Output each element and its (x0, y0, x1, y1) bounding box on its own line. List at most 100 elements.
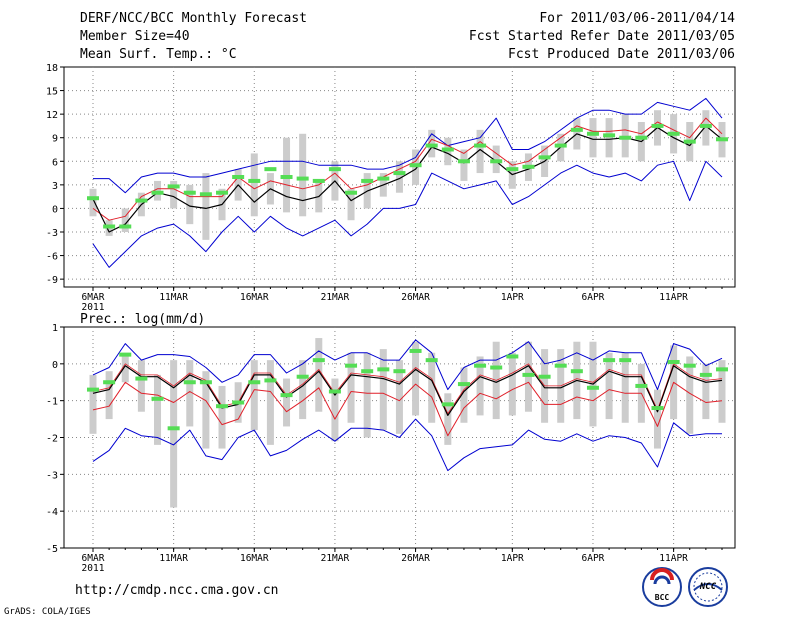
temp-ytick-label: 3 (52, 181, 58, 192)
prec-spread-box (347, 352, 355, 423)
prec-spread-box (121, 352, 129, 383)
temperature-panel: -9 -6 -3 0 3 6 9 12 15 18 6MAR 11MAR 16MAR 21MAR 26MAR… (46, 63, 736, 313)
temp-marker (409, 163, 422, 168)
prec-marker (619, 358, 632, 363)
prec-marker (167, 426, 180, 431)
prec-spread-box (170, 360, 178, 508)
prec-spread-box (186, 360, 194, 427)
temp-spread-box (250, 153, 258, 217)
prec-marker (119, 352, 132, 357)
prec-spread-box (266, 360, 274, 445)
prec-spread-box (154, 374, 162, 445)
prec-marker (296, 374, 309, 379)
temp-ytick-label: 15 (46, 87, 58, 98)
prec-marker (441, 402, 454, 407)
prec-marker (603, 358, 616, 363)
temp-marker (522, 164, 535, 169)
temp-marker (248, 178, 261, 183)
temp-marker (280, 175, 293, 179)
temp-ytick-label: 6 (52, 157, 58, 168)
prec-spread-box (621, 352, 629, 423)
temp-xtick-label: 6APR (582, 292, 605, 303)
prec-marker (651, 406, 664, 411)
prec-marker (183, 380, 196, 385)
temp-marker (361, 178, 374, 183)
temp-ytick-label: 18 (46, 63, 58, 74)
temp-marker (699, 123, 712, 128)
prec-marker (377, 367, 390, 372)
prec-ytick-label: -4 (46, 507, 58, 518)
prec-spread-box (476, 356, 484, 416)
temp-spread-box (186, 184, 194, 225)
temp-marker (425, 143, 438, 148)
prec-marker (216, 404, 229, 409)
prec-marker (635, 383, 648, 388)
prec-marker (312, 358, 325, 363)
temp-marker (103, 224, 116, 229)
prec-marker (248, 380, 261, 385)
prec-spread-box (412, 341, 420, 416)
member-size: Member Size=40 (80, 29, 190, 44)
prec-marker (457, 382, 470, 387)
prec-ytick-label: -2 (46, 434, 58, 445)
temp-spread-box (89, 188, 97, 217)
temp-series-envelope-low (92, 160, 723, 268)
prec-ytick-label: 0 (52, 360, 58, 371)
temp-series-red-line (92, 117, 723, 221)
temp-series-ensemble-mean (92, 125, 723, 233)
variable-label: Mean Surf. Temp.: °C (80, 47, 237, 62)
forecast-period: For 2011/03/06-2011/04/14 (539, 11, 735, 26)
temp-marker (474, 143, 487, 148)
temp-spread-box (121, 208, 129, 232)
prec-spread-box (686, 356, 694, 434)
figure-title: DERF/NCC/BCC Monthly Forecast (80, 11, 307, 26)
temp-marker (87, 196, 99, 201)
temp-xtick-label: 6MAR (82, 292, 105, 303)
temp-spread-box (395, 161, 403, 193)
prec-series-envelope-high (92, 339, 723, 391)
prec-marker (199, 380, 212, 385)
prec-marker (345, 363, 358, 368)
prec-spread-box (299, 360, 307, 420)
temp-year-label: 2011 (82, 302, 105, 313)
prec-marker (716, 367, 728, 372)
temp-ytick-label: 0 (52, 204, 58, 215)
prec-spread-box (283, 378, 291, 427)
temp-marker (554, 143, 567, 148)
prec-marker (264, 378, 277, 383)
temp-spread-box (605, 118, 613, 158)
prec-marker (103, 380, 116, 385)
prec-marker (280, 393, 293, 398)
prec-spread-box (137, 360, 145, 412)
prec-xtick-label: 6APR (582, 553, 605, 564)
temp-marker (506, 167, 519, 172)
prec-series-control (92, 363, 723, 415)
temp-xtick-label: 16MAR (240, 292, 269, 303)
temp-marker (570, 127, 583, 132)
prec-marker (683, 363, 696, 368)
prec-spread-box (331, 378, 339, 442)
temp-marker (538, 155, 551, 160)
temp-spread-box (460, 149, 468, 181)
temp-xtick-label: 26MAR (401, 292, 430, 303)
prec-marker (232, 400, 245, 405)
temp-marker (490, 159, 503, 164)
ncc-logo-text: NCC (699, 582, 717, 592)
prec-ytick-label: -3 (46, 470, 58, 481)
temp-spread-box (170, 180, 178, 209)
temp-series-envelope-high (93, 97, 723, 194)
prec-xtick-label: 11APR (659, 553, 688, 564)
prec-marker (667, 359, 680, 364)
source-url[interactable]: http://cmdp.ncc.cma.gov.cn (75, 583, 279, 598)
temp-marker (119, 224, 132, 229)
prec-year-label: 2011 (82, 563, 105, 574)
temp-marker (232, 175, 245, 179)
prec-xtick-label: 26MAR (401, 553, 430, 564)
temp-marker (457, 159, 470, 164)
temp-marker (667, 131, 680, 136)
prec-spread-box (105, 371, 113, 420)
prec-spread-box (444, 393, 452, 445)
